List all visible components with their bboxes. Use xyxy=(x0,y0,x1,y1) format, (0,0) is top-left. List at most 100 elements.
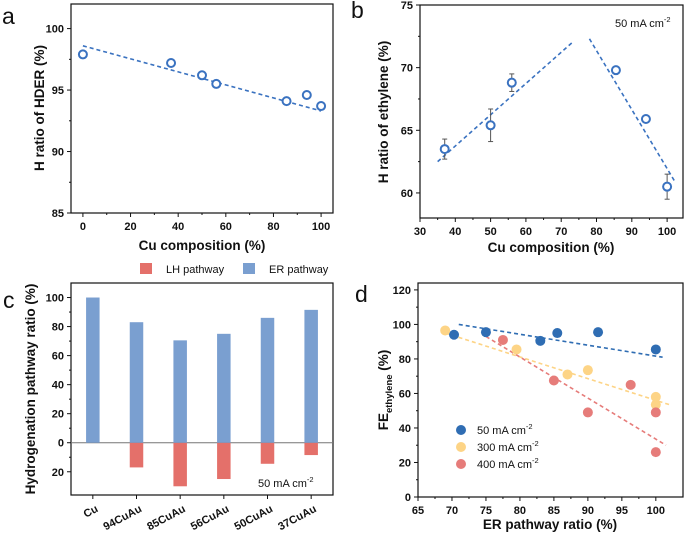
panel-c-bar-lh xyxy=(304,442,318,456)
panel-d-data-point xyxy=(552,328,563,339)
panel-c-y-tick-label: 100 xyxy=(46,293,64,305)
panel-d-data-point xyxy=(650,447,661,458)
panel-d-legend-marker xyxy=(456,425,466,435)
panel-d-y-label-sub: ethylene xyxy=(384,374,395,413)
panel-d-x-tick-label: 70 xyxy=(446,505,458,517)
panel-b-data-point xyxy=(662,181,673,192)
panel-d-data-point xyxy=(562,369,573,380)
panel-d-data-point xyxy=(449,329,460,340)
panel-b-x-axis-label: Cu composition (%) xyxy=(488,240,615,255)
panel-a-fit-line xyxy=(82,45,322,112)
panel-c-bar-lh xyxy=(260,442,275,464)
panel-b-x-tick-label: 90 xyxy=(626,226,638,238)
panel-b-data-point xyxy=(485,120,496,131)
panel-b-data-point xyxy=(640,114,651,125)
panel-a-y-tick-label: 90 xyxy=(52,147,64,159)
panel-b-panel-letter: b xyxy=(351,0,364,23)
panel-d-y-tick-label: 60 xyxy=(399,388,411,400)
panel-c-y-axis-label: Hydrogenation pathway ratio (%) xyxy=(23,284,38,495)
panel-d-x-tick-label: 95 xyxy=(616,505,628,517)
panel-d-y-tick-label: 0 xyxy=(405,492,411,504)
panel-b-fit-line xyxy=(588,38,675,181)
panel-a-x-axis-label: Cu composition (%) xyxy=(139,238,266,253)
panel-b-fit-line xyxy=(437,40,575,163)
panel-c-bar-er xyxy=(304,309,318,443)
panel-d-legend-label: 400 mA cm-2 xyxy=(477,456,539,471)
panel-b-annotation: 50 mA cm-2 xyxy=(615,15,671,30)
panel-d-data-point xyxy=(582,407,593,418)
panel-d-y-tick-label: 20 xyxy=(399,457,411,469)
panel-c-category-label: 94CuAu xyxy=(102,503,144,533)
panel-d-y-axis-label: FEethylene (%) xyxy=(376,350,395,431)
panel-d-fit-line xyxy=(485,335,667,446)
panel-c-y-tick-label: 40 xyxy=(52,380,64,392)
panel-d-data-point xyxy=(593,327,604,338)
panel-d-legend-sup: -2 xyxy=(532,456,539,465)
panel-b-y-tick-label: 75 xyxy=(401,0,413,12)
panel-b-x-tick-label: 70 xyxy=(555,226,567,238)
panel-b-data-point xyxy=(506,77,517,88)
panel-d-legend-label: 50 mA cm-2 xyxy=(477,422,533,437)
panel-c-y-tick-label: 80 xyxy=(52,322,64,334)
panel-a-data-point xyxy=(316,101,327,112)
panel-c-category-label: 85CuAu xyxy=(145,503,187,533)
panel-c-y-tick-label: 0 xyxy=(58,438,64,450)
panel-b-data-point xyxy=(610,65,621,76)
panel-a-x-tick-label: 60 xyxy=(220,221,232,233)
panel-a-data-point xyxy=(281,96,292,107)
panel-c-bar-er xyxy=(217,333,231,443)
panel-c-legend-label: ER pathway xyxy=(269,264,329,276)
panel-d-data-point xyxy=(511,344,522,355)
panel-a-data-point xyxy=(77,49,88,60)
panel-b-x-tick-label: 50 xyxy=(484,226,496,238)
panel-d-panel-letter: d xyxy=(355,281,368,307)
panel-d-legend-label: 300 mA cm-2 xyxy=(477,439,539,454)
panel-a-data-point xyxy=(301,89,312,100)
panel-a-plot-frame xyxy=(70,3,334,214)
panel-d-data-point xyxy=(650,344,661,355)
panel-c-bar-er xyxy=(260,317,275,443)
panel-d-data-point xyxy=(650,407,661,418)
panel-d-legend-text: 400 mA cm xyxy=(477,459,532,471)
panel-d-legend-marker xyxy=(456,459,466,469)
panel-d-y-label-main: FE xyxy=(376,413,391,430)
panel-d-y-tick-label: 80 xyxy=(399,354,411,366)
panel-d-y-tick-label: 40 xyxy=(399,423,411,435)
panel-c-bar-lh xyxy=(173,442,187,487)
panel-d-x-tick-label: 85 xyxy=(548,505,560,517)
panel-c-legend-swatch xyxy=(140,263,152,274)
panel-b-x-tick-label: 80 xyxy=(590,226,602,238)
panel-a-x-tick-label: 100 xyxy=(312,221,330,233)
panel-b-y-tick-label: 65 xyxy=(401,125,413,137)
panel-a-data-point xyxy=(166,58,177,69)
panel-d-data-point xyxy=(440,325,451,336)
panel-b-plot-frame xyxy=(419,4,684,219)
panel-d-legend-text: 50 mA cm xyxy=(477,425,526,437)
panel-b-y-tick-label: 60 xyxy=(401,188,413,200)
panel-a-y-tick-label: 95 xyxy=(52,85,64,97)
panel-d-x-tick-label: 65 xyxy=(412,505,424,517)
panel-c-bar-er xyxy=(86,297,100,443)
panel-a-y-tick-label: 85 xyxy=(52,208,64,220)
panel-a-x-tick-label: 80 xyxy=(267,221,279,233)
panel-c-bar-er xyxy=(129,322,144,443)
panel-d-x-axis-label: ER pathway ratio (%) xyxy=(483,517,617,532)
panel-d-data-point xyxy=(650,391,661,402)
panel-c-category-label: 37CuAu xyxy=(276,503,318,533)
panel-d-data-point xyxy=(548,375,559,386)
panel-c-annotation-text: 50 mA cm xyxy=(258,478,307,490)
panel-d-fit-line xyxy=(444,332,670,406)
panel-d-y-label-suffix: (%) xyxy=(376,350,391,375)
panel-a-data-point xyxy=(197,70,207,81)
panel-d-legend-sup: -2 xyxy=(526,422,533,431)
panel-c-panel-letter: c xyxy=(3,287,15,313)
panel-c-category-label: 50CuAu xyxy=(233,503,275,533)
panel-b-annotation-sup: -2 xyxy=(664,15,671,24)
panel-b-x-tick-label: 60 xyxy=(520,226,532,238)
panel-b-y-axis-label: H ratio of ethylene (%) xyxy=(376,41,391,184)
panel-d-x-tick-label: 75 xyxy=(480,505,492,517)
panel-b-x-tick-label: 40 xyxy=(449,226,461,238)
panel-c-bar-lh xyxy=(217,442,231,480)
panel-c-plot-frame xyxy=(70,282,334,496)
